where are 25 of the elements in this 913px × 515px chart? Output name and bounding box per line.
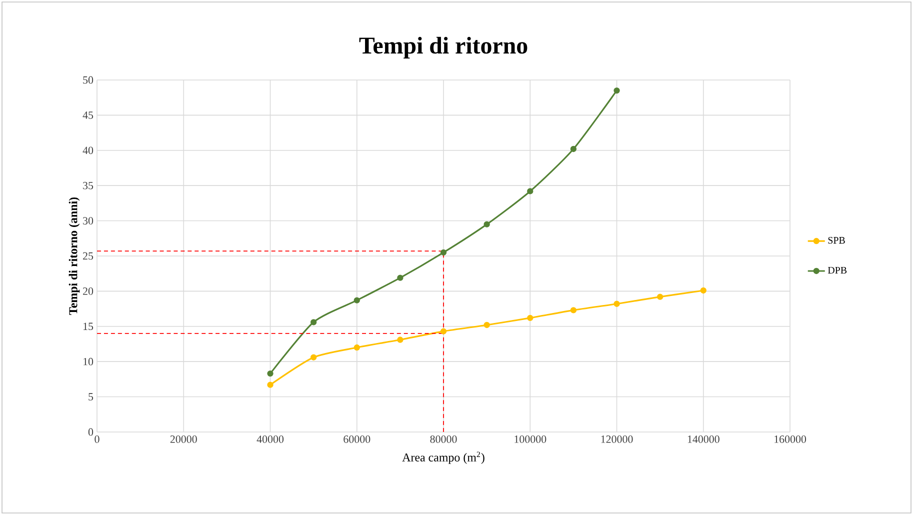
y-tick-label: 40 <box>82 146 94 154</box>
x-tick-label: 80000 <box>430 436 457 443</box>
y-tick-label: 20 <box>83 287 94 295</box>
legend-label: SPB <box>828 236 845 244</box>
y-tick-label: 30 <box>83 217 94 224</box>
x-tick-label: 120000 <box>601 436 633 443</box>
x-tick-label: 20000 <box>170 436 197 443</box>
x-tick-label: 100000 <box>514 436 546 443</box>
x-tick-label: 60000 <box>344 436 370 443</box>
y-tick-label: 5 <box>88 393 94 400</box>
y-axis-title: Tempi di ritorno (anni) <box>68 197 80 315</box>
x-tick-label: 140000 <box>688 436 720 443</box>
chart-title: Tempi di ritorno <box>359 36 528 59</box>
y-tick-label: 35 <box>83 182 94 190</box>
y-tick-label: 45 <box>82 112 94 119</box>
x-tick-label: 160000 <box>774 436 806 443</box>
y-tick-label: 15 <box>84 322 94 330</box>
y-tick-label: 10 <box>84 358 94 366</box>
y-tick-label: 0 <box>88 428 94 436</box>
legend-label: DPB <box>828 266 847 274</box>
y-tick-label: 25 <box>83 252 94 260</box>
y-tick-label: 50 <box>83 76 94 84</box>
x-tick-label: 40000 <box>256 436 284 443</box>
x-axis-title: Area campo (m$^{2}$) <box>402 452 484 464</box>
x-tick-label: 0 <box>94 436 100 443</box>
